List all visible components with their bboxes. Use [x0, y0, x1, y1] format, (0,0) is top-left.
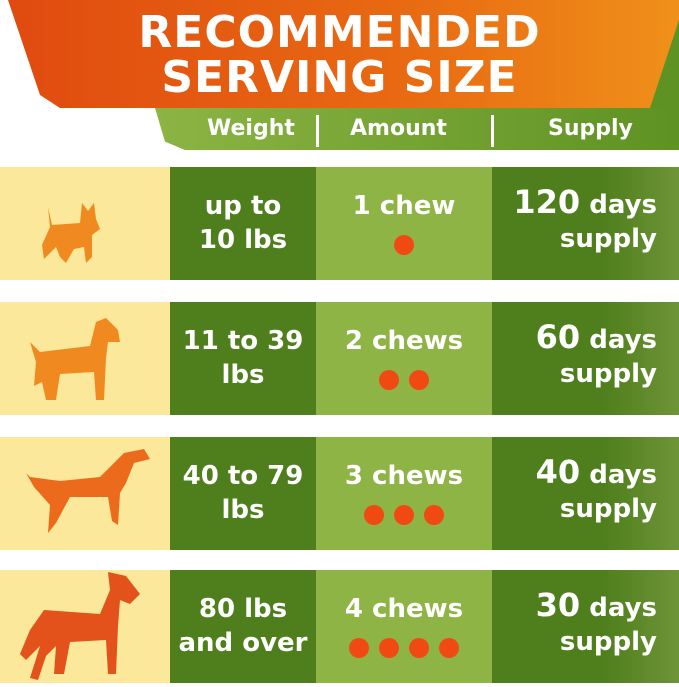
dog-panel [0, 167, 170, 280]
weight-line-2: lbs [221, 495, 265, 525]
header-supply: Supply [548, 116, 633, 141]
amount-label: 4 chews [344, 594, 464, 624]
serving-row: 11 to 39 lbs 2 chews 60 days supply [0, 302, 679, 415]
chew-dot [409, 638, 429, 658]
weight-line-2: 10 lbs [198, 225, 288, 255]
amount-cell: 2 chews [316, 302, 492, 415]
supply-days-unit: days [589, 325, 657, 355]
supply-cell: 40 days supply [492, 437, 679, 550]
title-line-2: SERVING SIZE [161, 52, 518, 103]
supply-label: supply [559, 494, 657, 524]
dog-panel [0, 570, 170, 683]
chew-dot [364, 505, 384, 525]
weight-cell: 40 to 79 lbs [170, 437, 316, 550]
header-divider [316, 115, 319, 147]
pointer-icon [26, 449, 150, 533]
chew-dots [316, 638, 492, 658]
supply-days: 30 [535, 586, 581, 624]
chew-dots [316, 235, 492, 255]
supply-cell: 120 days supply [492, 167, 679, 280]
small-terrier-icon [42, 203, 100, 263]
weight-line-1: 40 to 79 [182, 461, 304, 491]
weight-cell: 80 lbs and over [170, 570, 316, 683]
supply-days: 60 [535, 318, 581, 356]
chew-dot [394, 235, 414, 255]
chew-dot [394, 505, 414, 525]
weight-line-2: lbs [221, 360, 265, 390]
chew-dot [379, 638, 399, 658]
amount-cell: 1 chew [316, 167, 492, 280]
weight-cell: 11 to 39 lbs [170, 302, 316, 415]
title-line-1: RECOMMENDED [138, 7, 541, 58]
chew-dot [409, 370, 429, 390]
amount-cell: 3 chews [316, 437, 492, 550]
weight-line-1: 80 lbs [198, 594, 288, 624]
supply-days-unit: days [589, 460, 657, 490]
header-amount: Amount [350, 116, 447, 141]
column-header-bar: Weight Amount Supply [155, 108, 679, 150]
dog-panel [0, 437, 170, 550]
supply-cell: 60 days supply [492, 302, 679, 415]
header-weight: Weight [207, 116, 295, 141]
schnauzer-icon [30, 318, 120, 400]
supply-label: supply [559, 224, 657, 254]
serving-row: 80 lbs and over 4 chews 30 days supply [0, 570, 679, 683]
header-divider [491, 115, 494, 147]
title-banner [8, 0, 679, 108]
supply-cell: 30 days supply [492, 570, 679, 683]
weight-line-1: up to [204, 191, 282, 221]
weight-line-1: 11 to 39 [182, 326, 304, 356]
supply-days-unit: days [589, 593, 657, 623]
chew-dot [439, 638, 459, 658]
supply-label: supply [559, 627, 657, 657]
weight-cell: up to 10 lbs [170, 167, 316, 280]
chew-dot [379, 370, 399, 390]
chew-dots [316, 505, 492, 525]
amount-label: 3 chews [344, 461, 464, 491]
supply-days: 40 [535, 453, 581, 491]
chew-dots [316, 370, 492, 390]
chew-dot [424, 505, 444, 525]
great-dane-icon [20, 572, 140, 680]
dog-panel [0, 302, 170, 415]
amount-label: 1 chew [352, 191, 456, 221]
supply-label: supply [559, 359, 657, 389]
amount-cell: 4 chews [316, 570, 492, 683]
serving-row: 40 to 79 lbs 3 chews 40 days supply [0, 437, 679, 550]
weight-line-2: and over [178, 628, 308, 658]
amount-label: 2 chews [344, 326, 464, 356]
supply-days: 120 [513, 183, 581, 221]
serving-row: up to 10 lbs 1 chew 120 days supply [0, 167, 679, 280]
chew-dot [349, 638, 369, 658]
supply-days-unit: days [589, 190, 657, 220]
